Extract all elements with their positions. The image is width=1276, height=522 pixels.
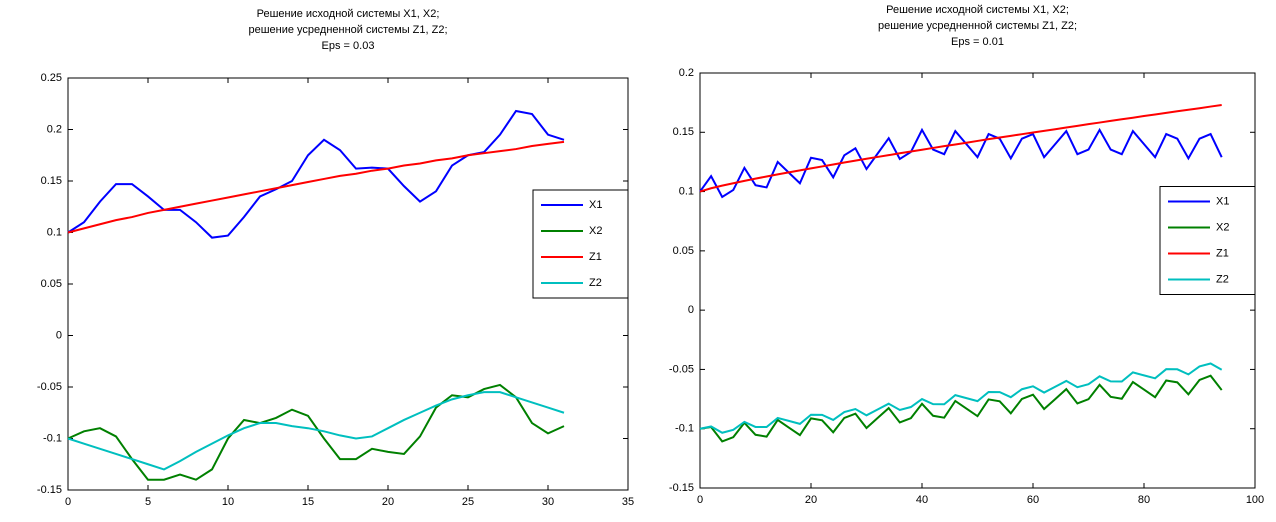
y-tick-label: 0 [56,329,62,341]
legend-box [532,189,629,299]
x-tick-label: 15 [302,496,314,508]
y-tick-label: 0.2 [679,67,694,79]
chart-title: Eps = 0.01 [951,36,1004,48]
series-line [699,374,1223,443]
x-tick-label: 35 [622,496,634,508]
legend-label: Z1 [589,251,602,263]
x-tick-label: 40 [916,494,928,506]
chart-title: решение усредненной системы Z1, Z2; [248,24,447,36]
series-line [699,362,1223,434]
y-tick-label: 0.05 [41,278,62,290]
x-tick-label: 60 [1027,494,1039,506]
y-tick-label: -0.15 [37,484,62,496]
legend-label: X2 [589,225,602,237]
chart-title: Решение исходной системы X1, X2; [257,8,440,20]
x-tick-label: 0 [697,494,703,506]
legend-label: X1 [1216,195,1229,207]
y-tick-label: 0.05 [673,245,694,257]
series-line [699,127,1223,199]
series-line [67,140,565,234]
x-tick-label: 100 [1246,494,1264,506]
y-tick-label: 0.15 [41,175,62,187]
legend-label: X1 [589,199,602,211]
y-tick-label: 0.1 [47,226,62,238]
series-line [699,104,1222,193]
series-line [67,391,565,471]
y-tick-label: 0 [688,304,694,316]
y-tick-label: 0.2 [47,123,62,135]
x-tick-label: 20 [382,496,394,508]
x-tick-label: 20 [805,494,817,506]
series-line [67,383,565,481]
y-tick-label: 0.15 [673,126,694,138]
chart-title: Решение исходной системы X1, X2; [886,4,1069,16]
chart-title: Eps = 0.03 [322,40,375,52]
chart-title: решение усредненной системы Z1, Z2; [878,20,1077,32]
y-tick-label: -0.15 [669,482,694,494]
y-tick-label: -0.05 [37,381,62,393]
legend-label: Z2 [1216,273,1229,285]
legend-label: Z2 [589,277,602,289]
x-tick-label: 25 [462,496,474,508]
y-tick-label: 0.25 [41,72,62,84]
x-tick-label: 0 [65,496,71,508]
x-tick-label: 5 [145,496,151,508]
y-tick-label: 0.1 [679,185,694,197]
x-tick-label: 10 [222,496,234,508]
legend-label: X2 [1216,221,1229,233]
legend-label: Z1 [1216,247,1229,259]
y-tick-label: -0.1 [43,432,62,444]
x-tick-label: 30 [542,496,554,508]
y-tick-label: -0.05 [669,363,694,375]
legend-box [1159,186,1256,295]
y-tick-label: -0.1 [675,423,694,435]
x-tick-label: 80 [1138,494,1150,506]
